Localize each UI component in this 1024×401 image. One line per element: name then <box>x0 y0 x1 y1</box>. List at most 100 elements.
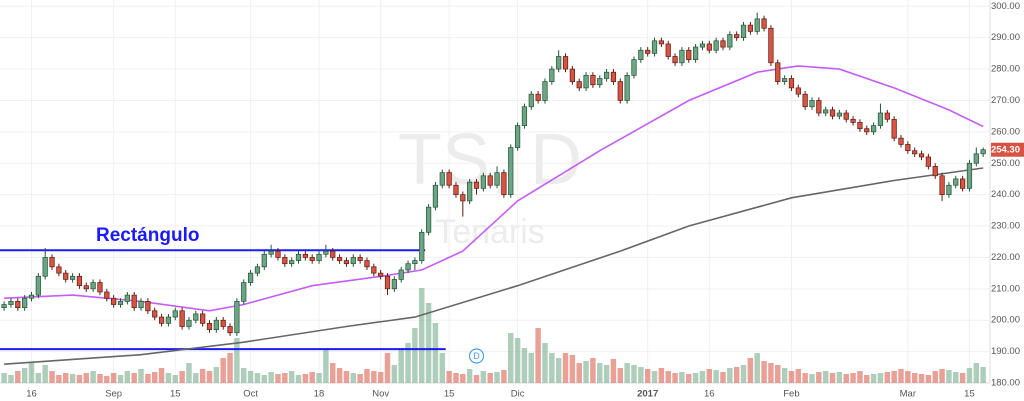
volume-bar <box>247 371 254 383</box>
volume-bar <box>288 371 295 383</box>
candle-body <box>425 206 432 233</box>
volume-bar <box>377 372 384 383</box>
y-tick-label: 290.00 <box>991 32 1020 43</box>
volume-bar <box>460 374 466 383</box>
volume-bar <box>679 372 685 383</box>
volume-bar <box>172 375 179 383</box>
volume-bar <box>480 371 487 383</box>
candle-body <box>829 109 836 117</box>
volume-bar <box>665 371 671 383</box>
volume-bar <box>576 363 582 383</box>
volume-bar <box>905 371 911 383</box>
volume-bar <box>918 374 925 383</box>
volume-bar <box>131 373 137 383</box>
y-tick-label: 200.00 <box>991 315 1020 326</box>
volume-bar <box>419 288 425 383</box>
volume-bar <box>624 363 630 383</box>
event-marker <box>468 348 485 364</box>
volume-bar <box>199 369 206 383</box>
volume-bar <box>692 373 699 383</box>
volume-bar <box>864 375 870 383</box>
candle-body <box>973 153 979 164</box>
candle-body <box>850 118 856 123</box>
candle-body <box>124 294 130 302</box>
candle-body <box>261 253 267 268</box>
volume-bar <box>384 353 391 383</box>
y-tick-label: 190.00 <box>991 346 1020 357</box>
candle-body <box>610 71 617 82</box>
candle-body <box>816 100 822 114</box>
candle-body <box>419 231 425 261</box>
volume-bar <box>412 328 418 383</box>
volume-bar <box>501 370 507 383</box>
candle-body <box>165 316 172 324</box>
volume-bar <box>69 374 76 383</box>
candle-body <box>672 56 678 64</box>
volume-bar <box>706 369 713 383</box>
candle-body <box>651 40 658 54</box>
x-tick-label: Nov <box>372 389 389 400</box>
candle-body <box>631 59 637 76</box>
volume-bar <box>514 338 521 383</box>
volume-bar <box>316 373 322 383</box>
candle-body <box>117 301 124 305</box>
x-tick-label: 15 <box>444 389 455 400</box>
candle-body <box>391 279 397 290</box>
volume-bar <box>364 369 370 383</box>
volume-bar <box>870 374 877 383</box>
candle-body <box>467 181 473 202</box>
candle-body <box>227 326 233 334</box>
candle-body <box>152 310 158 318</box>
candle-body <box>69 275 76 280</box>
candle-body <box>679 49 685 64</box>
volume-bar <box>371 371 377 383</box>
event-label: D <box>473 351 480 361</box>
candle-body <box>809 100 815 108</box>
volume-bar <box>186 363 192 383</box>
volume-bar <box>925 375 932 383</box>
candle-body <box>289 260 295 265</box>
candle-body <box>200 313 206 324</box>
volume-bar <box>816 372 822 383</box>
x-tick-label: 16 <box>26 389 37 400</box>
volume-bar <box>610 359 617 383</box>
candle-body <box>761 18 767 29</box>
candle-body <box>384 275 391 290</box>
y-tick-label: 300.00 <box>991 1 1020 12</box>
candle-body <box>706 43 712 51</box>
candle-body <box>254 266 261 274</box>
candle-body <box>925 156 931 167</box>
volume-bar <box>8 375 14 383</box>
candle-body <box>158 316 165 324</box>
volume-bar <box>350 373 357 383</box>
x-tick-label: 15 <box>170 389 181 400</box>
candle-body <box>213 319 219 330</box>
volume-bar <box>254 373 261 383</box>
volume-bar <box>145 374 151 383</box>
x-tick-label: Oct <box>243 389 258 400</box>
candle-body <box>521 106 528 126</box>
candle-body <box>912 150 918 155</box>
volume-bar <box>603 365 610 383</box>
volume-bar <box>754 353 760 383</box>
candle-body <box>336 257 343 261</box>
candle-body <box>446 172 452 186</box>
volume-bar <box>508 333 514 383</box>
volume-bar <box>953 372 959 383</box>
candle-body <box>960 178 966 189</box>
volume-bar <box>76 375 83 383</box>
volume-bar <box>309 372 315 383</box>
candle-body <box>412 260 418 265</box>
candle-body <box>836 112 842 117</box>
volume-bar <box>857 371 863 383</box>
candle-body <box>302 253 308 258</box>
volume-bar <box>158 368 165 383</box>
volume-bar <box>788 371 795 383</box>
volume-bar <box>891 371 897 383</box>
candle-body <box>918 153 925 158</box>
candle-body <box>775 62 781 82</box>
watermark-subtitle: Tenaris <box>435 213 545 251</box>
candle-body <box>22 297 28 309</box>
volume-bar <box>268 372 274 383</box>
volume-bar <box>234 338 240 383</box>
